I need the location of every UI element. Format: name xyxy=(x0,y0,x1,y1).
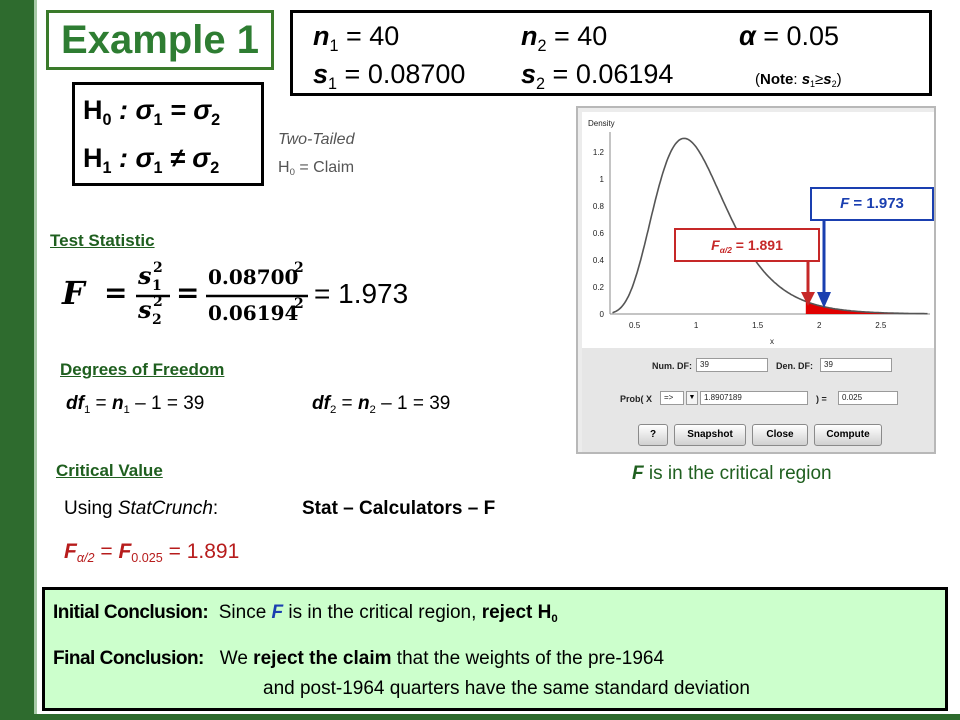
left-green-bar-stripe xyxy=(34,0,37,720)
den-sup: 2 xyxy=(153,294,163,310)
test-statistic-result: = 1.973 xyxy=(314,278,408,309)
bottom-green-bar xyxy=(0,714,960,720)
page-title: Example 1 xyxy=(61,18,259,62)
test-type: Two-Tailed xyxy=(278,131,355,148)
f-density-curve xyxy=(612,137,928,315)
y-tick-label: 1 xyxy=(600,175,605,184)
claim-note: H0 = Claim xyxy=(278,159,355,179)
snapshot-button[interactable]: Snapshot xyxy=(674,424,746,446)
x-tick-labels: 0.5 1 1.5 2 2.5 xyxy=(629,321,887,330)
close-button[interactable]: Close xyxy=(752,424,808,446)
compute-button[interactable]: Compute xyxy=(814,424,882,446)
n1-value: n1 = 40 xyxy=(313,21,400,55)
operator-select[interactable]: => xyxy=(660,391,684,405)
statcrunch-menu-path: Stat – Calculators – F xyxy=(302,498,496,519)
final-conclusion: Final Conclusion: We reject the claim th… xyxy=(53,648,665,669)
parameters-box: n1 = 40 n2 = 40 α = 0.05 s1 = 0.08700 s2… xyxy=(290,10,932,96)
density-plot-svg: Density 1.2 1 0.8 0.6 0.4 0.2 0 0.5 1 1.5 2 2.5 x xyxy=(588,119,930,346)
test-statistic-label: Test Statistic xyxy=(50,231,155,250)
x-tick-label: 2.5 xyxy=(875,321,887,330)
dof-label: Degrees of Freedom xyxy=(60,360,225,379)
blue-arrow xyxy=(817,220,831,308)
num-sup: 2 xyxy=(153,260,163,276)
conclusion-box: Initial Conclusion: Since F is in the cr… xyxy=(42,587,948,711)
initial-conclusion: Initial Conclusion: Since F is in the cr… xyxy=(53,602,558,625)
num-df-input[interactable]: 39 xyxy=(696,358,768,372)
y-tick-labels: 1.2 1 0.8 0.6 0.4 0.2 0 xyxy=(593,148,605,319)
alpha-value: α = 0.05 xyxy=(739,21,840,51)
hypotheses-box: H0 : σ1 = σ2 H1 : σ1 ≠ σ2 xyxy=(72,82,264,186)
num-s: s xyxy=(137,261,152,290)
x-value-input[interactable]: 1.8907189 xyxy=(700,391,808,405)
x-tick-label: 2 xyxy=(817,321,822,330)
critical-f-equation: Fα/2 = F0.025 = 1.891 xyxy=(64,540,240,566)
y-tick-label: 0.4 xyxy=(593,256,605,265)
critical-region-caption: F is in the critical region xyxy=(632,463,832,484)
x-tick-label: 1 xyxy=(694,321,699,330)
y-tick-label: 1.2 xyxy=(593,148,605,157)
density-axis-label: Density xyxy=(588,119,615,128)
s2-value: s2 = 0.06194 xyxy=(521,59,674,93)
num-sub: 1 xyxy=(152,278,162,294)
y-tick-label: 0.2 xyxy=(593,283,605,292)
prob-label: Prob( X xyxy=(620,394,653,404)
den-value: 0.06194 xyxy=(208,301,299,325)
calculator-controls: Num. DF: 39 Den. DF: 39 Prob( X => ▼ 1.8… xyxy=(582,348,934,452)
y-tick-label: 0.6 xyxy=(593,229,605,238)
chevron-down-icon[interactable]: ▼ xyxy=(686,391,698,405)
null-hypothesis: H0 : σ1 = σ2 xyxy=(83,95,221,129)
den-df-label: Den. DF: xyxy=(776,361,813,371)
prob-equals-label: ) = xyxy=(816,394,827,404)
num-value-sup: 2 xyxy=(294,260,304,276)
x-axis-label: x xyxy=(770,337,774,346)
df2-equation: df2 = n2 – 1 = 39 xyxy=(312,393,451,416)
red-arrow xyxy=(801,260,815,306)
num-df-label: Num. DF: xyxy=(652,361,692,371)
final-conclusion-line2: and post-1964 quarters have the same sta… xyxy=(263,678,750,699)
critical-region-fill xyxy=(805,301,928,314)
den-value-sup: 2 xyxy=(294,296,304,312)
statcrunch-f-calculator: Density 1.2 1 0.8 0.6 0.4 0.2 0 0.5 1 1.5 2 2.5 x … xyxy=(576,106,936,454)
probability-input[interactable]: 0.025 xyxy=(838,391,898,405)
n2-value: n2 = 40 xyxy=(521,21,608,55)
left-green-bar xyxy=(0,0,34,720)
den-sub: 2 xyxy=(152,312,162,328)
critical-value-callout: Fα/2 = 1.891 xyxy=(674,228,820,262)
f-symbol: F xyxy=(61,274,87,312)
s1-value: s1 = 0.08700 xyxy=(313,59,466,93)
title-box: Example 1 xyxy=(46,10,274,70)
equals-sign-2: = xyxy=(176,276,199,309)
help-button[interactable]: ? xyxy=(638,424,668,446)
den-df-input[interactable]: 39 xyxy=(820,358,892,372)
using-statcrunch-text: Using StatCrunch: xyxy=(64,498,219,519)
df1-equation: df1 = n1 – 1 = 39 xyxy=(66,393,205,416)
alternative-hypothesis: H1 : σ1 ≠ σ2 xyxy=(83,143,220,177)
x-tick-label: 1.5 xyxy=(752,321,764,330)
num-value: 0.08700 xyxy=(208,265,298,289)
note-text: (Note: s1≥s2) xyxy=(755,71,842,90)
critical-value-label: Critical Value xyxy=(56,461,163,480)
equals-sign-1: = xyxy=(104,276,127,309)
test-statistic-formula: F = s 1 2 s 2 2 = 0.08700 2 0.06194 2 = … xyxy=(61,260,408,328)
x-tick-label: 0.5 xyxy=(629,321,641,330)
den-s: s xyxy=(137,295,152,324)
f-statistic-callout: F = 1.973 xyxy=(810,187,934,221)
y-tick-label: 0 xyxy=(600,310,605,319)
y-tick-label: 0.8 xyxy=(593,202,605,211)
